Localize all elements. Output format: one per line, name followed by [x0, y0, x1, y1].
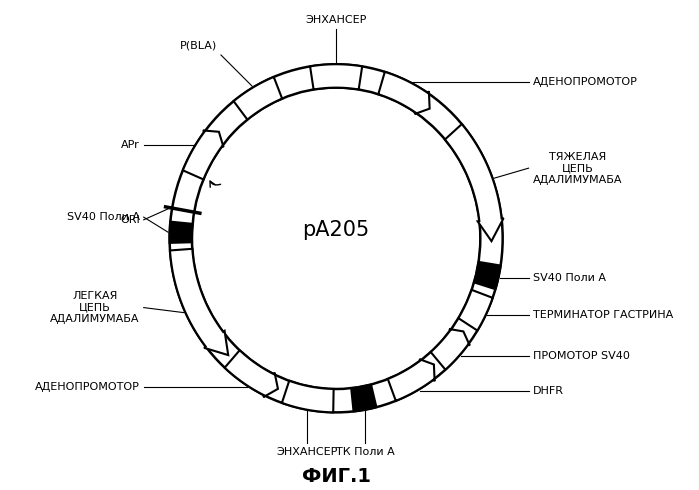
Text: ТК Поли А: ТК Поли А — [336, 447, 395, 457]
Text: АДЕНОПРОМОТОР: АДЕНОПРОМОТОР — [35, 382, 140, 392]
Polygon shape — [224, 350, 278, 397]
Text: ЭНХАНСЕР: ЭНХАНСЕР — [305, 15, 367, 25]
Polygon shape — [351, 385, 377, 412]
Polygon shape — [388, 359, 435, 401]
Polygon shape — [445, 124, 503, 241]
Ellipse shape — [170, 64, 503, 413]
Text: pA205: pA205 — [303, 220, 370, 240]
Polygon shape — [170, 249, 228, 355]
Text: DHFR: DHFR — [533, 386, 563, 395]
Polygon shape — [378, 72, 430, 114]
Text: APr: APr — [121, 140, 140, 150]
Text: ТЕРМИНАТОР ГАСТРИНА: ТЕРМИНАТОР ГАСТРИНА — [533, 310, 673, 320]
Polygon shape — [431, 329, 470, 369]
Text: ПРОМОТОР SV40: ПРОМОТОР SV40 — [533, 351, 630, 361]
Polygon shape — [183, 130, 224, 179]
Text: ЭНХАНСЕР: ЭНХАНСЕР — [276, 447, 338, 457]
Polygon shape — [474, 262, 500, 289]
Polygon shape — [282, 381, 333, 413]
Text: ЛЕГКАЯ
ЦЕПЬ
АДАЛИМУМАБА: ЛЕГКАЯ ЦЕПЬ АДАЛИМУМАБА — [50, 291, 140, 324]
Text: АДЕНОПРОМОТОР: АДЕНОПРОМОТОР — [533, 76, 637, 87]
Polygon shape — [233, 77, 282, 120]
Text: ФИГ.1: ФИГ.1 — [302, 467, 370, 486]
Text: SV40 Поли А: SV40 Поли А — [533, 273, 605, 283]
Text: P(BLA): P(BLA) — [180, 41, 217, 51]
Polygon shape — [459, 290, 493, 331]
Text: SV40 Поли А: SV40 Поли А — [66, 212, 140, 222]
Polygon shape — [310, 64, 362, 90]
Polygon shape — [170, 221, 193, 243]
Text: ТЯЖЕЛАЯ
ЦЕПЬ
АДАЛИМУМАБА: ТЯЖЕЛАЯ ЦЕПЬ АДАЛИМУМАБА — [533, 151, 622, 185]
Text: ORI: ORI — [120, 215, 140, 225]
